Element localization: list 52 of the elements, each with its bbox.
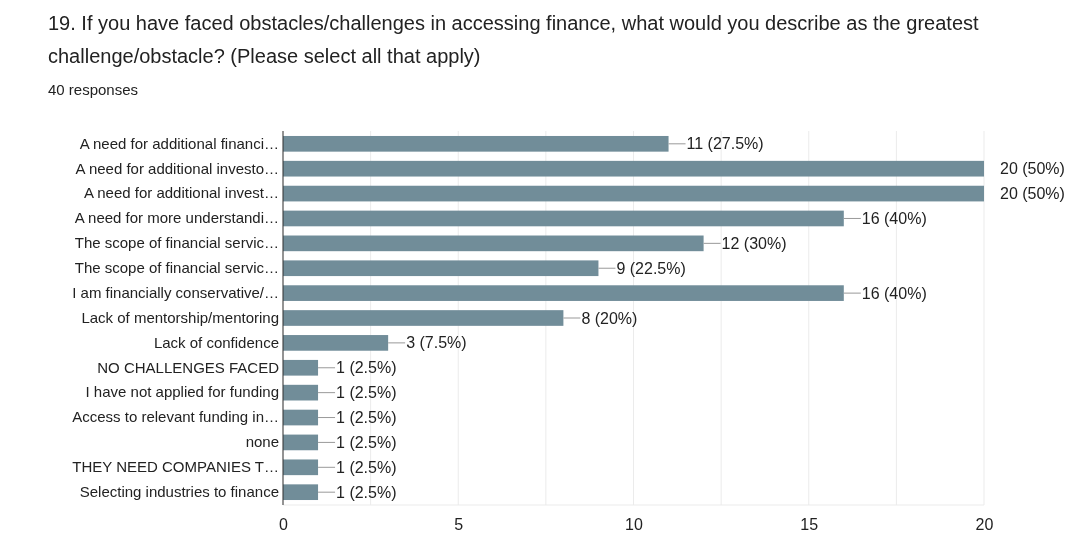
data-label: 8 (20%) [581,309,638,327]
y-tick-label: I am financially conservative/… [72,283,279,301]
bar [283,434,319,451]
y-tick-label: A need for more understandi… [74,209,279,227]
y-tick-label: Lack of confidence [153,333,279,351]
y-tick-label: A need for additional financi… [79,134,279,152]
data-label: 1 (2.5%) [336,458,397,476]
bar [283,409,319,426]
data-label: 12 (30%) [721,234,787,252]
y-tick-label: Selecting industries to finance [79,482,279,500]
x-tick-label: 10 [625,516,643,534]
x-tick-label: 5 [454,516,464,534]
text: 40 responses [48,81,139,98]
data-label: 3 (7.5%) [406,334,467,352]
x-tick-label: 0 [279,516,289,534]
data-label: 20 (50%) [1000,185,1065,203]
data-label: 1 (2.5%) [336,384,397,402]
bar [283,335,389,351]
y-tick-label: none [245,433,279,451]
bar [283,160,984,177]
data-label: 16 (40%) [861,284,927,302]
bar [283,210,844,227]
y-tick-label: Lack of mentorship/mentoring [81,308,279,326]
bar [283,285,844,301]
data-label: 1 (2.5%) [336,359,397,377]
bar [283,359,319,376]
data-label: 11 (27.5%) [686,135,764,153]
bar [283,310,564,326]
x-tick-label: 15 [800,516,819,534]
chart-title: 19. If you have faced obstacles/challenges in accessing finance, what would you describe as the greatest challenge/obstacle? (Please select all that apply) [48,12,980,67]
data-label: 20 (50%) [1000,160,1065,178]
y-tick-label: Access to relevant funding in… [72,408,279,426]
y-tick-label: A need for additional invest… [83,184,279,202]
bar [283,459,319,476]
bar [283,384,319,401]
y-tick-label: NO CHALLENGES FACED [97,358,280,376]
y-tick-label: I have not applied for funding [85,383,279,401]
x-tick-label: 20 [975,516,994,534]
bar [283,135,669,152]
data-label: 1 (2.5%) [336,434,397,452]
data-label: 16 (40%) [861,210,927,228]
y-tick-label: The scope of financial servic… [74,259,279,277]
y-tick-label: The scope of financial servic… [74,234,279,252]
data-label: 9 (22.5%) [616,259,686,277]
y-tick-label: A need for additional investo… [75,159,279,177]
data-label: 1 (2.5%) [336,409,397,427]
data-label: 1 (2.5%) [336,483,397,501]
bar [283,260,599,277]
bar [283,235,704,252]
y-tick-label: THEY NEED COMPANIES T… [72,458,279,476]
bar [283,484,319,501]
bar [283,185,984,202]
